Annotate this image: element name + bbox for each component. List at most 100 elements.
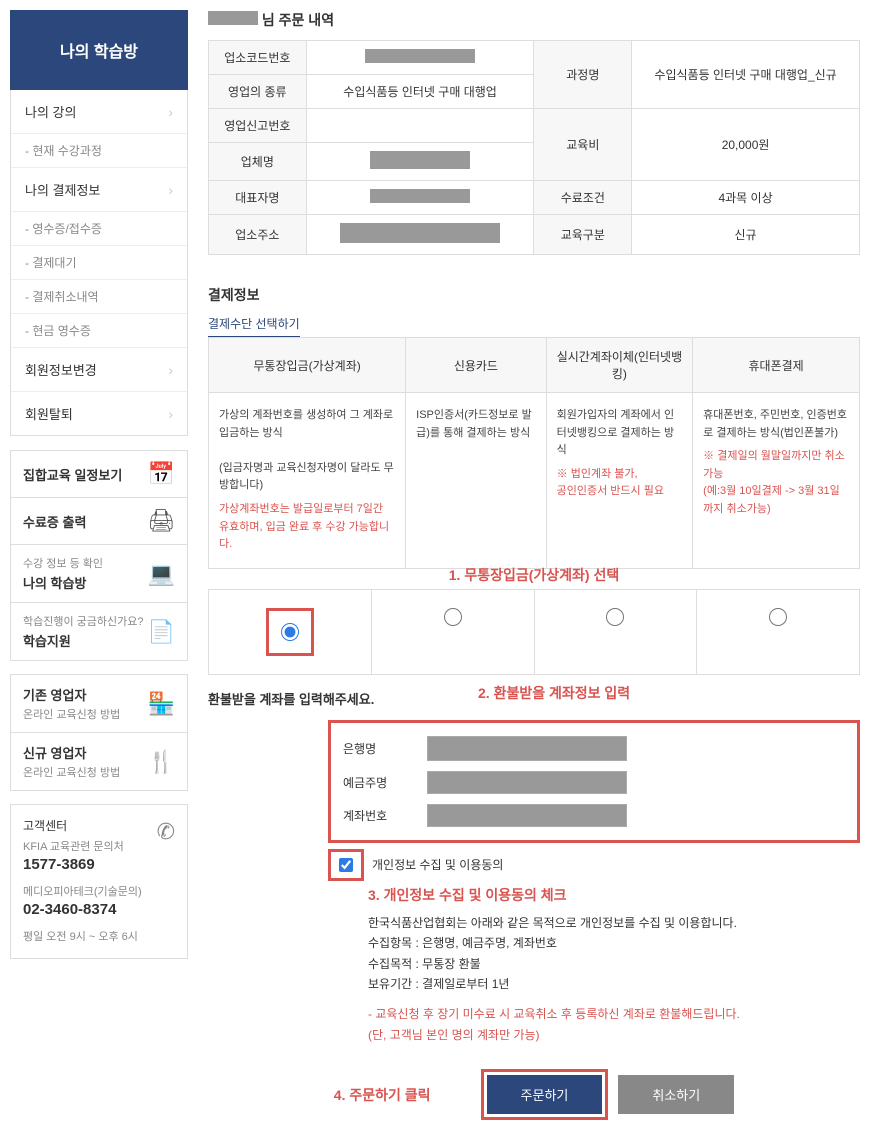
payment-subtitle: 결제수단 선택하기 (208, 315, 300, 337)
contact-phone: 1577-3869 (23, 856, 175, 873)
info-box-sublabel: 학습진행이 궁금하신가요? (23, 613, 144, 629)
radio-cell-3 (697, 589, 860, 674)
holder-input[interactable] (427, 771, 627, 794)
info-boxes: 집합교육 일정보기 📅 수료증 출력 🖨 수강 정보 등 확인 나의 학습방 💻… (10, 450, 188, 661)
refund-section: 환불받을 계좌를 입력해주세요. 2. 환불받을 계좌정보 입력 은행명 예금주… (208, 689, 860, 1045)
contact-title: 고객센터 (23, 817, 175, 834)
radio-cell-2 (534, 589, 697, 674)
info-box-label: 기존 영업자 (23, 685, 120, 704)
menu-label: 나의 강의 (25, 102, 76, 121)
shop-icon: 🏪 (148, 691, 175, 717)
submenu-current-course[interactable]: - 현재 수강과정 (11, 134, 187, 168)
consent-line: 보유기간 : 결제일로부터 1년 (368, 974, 860, 994)
info-box-new[interactable]: 신규 영업자 온라인 교육신청 방법 🍴 (10, 732, 188, 791)
monitor-icon: 💻 (148, 561, 175, 587)
sidebar-title: 나의 학습방 (10, 10, 188, 90)
menu-payment-info[interactable]: 나의 결제정보 › (11, 168, 187, 212)
info-box-sublabel: 온라인 교육신청 방법 (23, 764, 120, 780)
consent-label: 개인정보 수집 및 이용동의 (372, 856, 503, 873)
radio-bank-transfer[interactable] (281, 623, 299, 641)
submenu-receipt[interactable]: - 영수증/접수증 (11, 212, 187, 246)
td-rep (306, 181, 534, 215)
pm-cell-0: 가상의 계좌번호를 생성하여 그 계좌로 입금하는 방식 (입금자명과 교육신청… (209, 393, 406, 569)
submenu-pending[interactable]: - 결제대기 (11, 246, 187, 280)
th-company: 업체명 (209, 143, 307, 181)
menu-label: 회원탈퇴 (25, 404, 73, 423)
consent-row: 개인정보 수집 및 이용동의 (328, 849, 860, 881)
fork-knife-icon: 🍴 (148, 749, 175, 775)
menu-withdraw[interactable]: 회원탈퇴 › (11, 392, 187, 435)
pm-desc: 가상의 계좌번호를 생성하여 그 계좌로 입금하는 방식 (입금자명과 교육신청… (219, 407, 395, 495)
td-div: 신규 (632, 215, 860, 255)
info-box-label: 나의 학습방 (23, 573, 103, 592)
info-box-sublabel: 온라인 교육신청 방법 (23, 706, 120, 722)
document-icon: 📄 (148, 619, 175, 645)
menu-label: 나의 결제정보 (25, 180, 100, 199)
calendar-icon: 📅 (148, 461, 175, 487)
td-company (306, 143, 534, 181)
pm-cell-1: ISP인증서(카드정보로 발급)를 통해 결제하는 방식 (406, 393, 547, 569)
radio-cell-0 (209, 589, 372, 674)
pm-header-3: 휴대폰결제 (693, 338, 860, 393)
redacted-name (208, 11, 258, 25)
radio-credit-card[interactable] (444, 608, 462, 626)
info-box-certificate[interactable]: 수료증 출력 🖨 (10, 497, 188, 545)
pm-desc: 회원가입자의 계좌에서 인터넷뱅킹으로 결제하는 방식 (557, 407, 683, 460)
bank-select[interactable] (427, 736, 627, 761)
consent-info: 한국식품산업협회는 아래와 같은 목적으로 개인정보를 수집 및 이용합니다. … (368, 913, 860, 1045)
consent-checkbox[interactable] (339, 858, 353, 872)
step2-label: 2. 환불받을 계좌정보 입력 (478, 683, 630, 703)
td-code (306, 41, 534, 75)
chevron-right-icon: › (168, 104, 173, 120)
pm-warn: 가상계좌번호는 발급일로부터 7일간 유효하며, 입금 완료 후 수강 가능합니… (219, 501, 395, 554)
td-addr (306, 215, 534, 255)
contact-box: ✆ 고객센터 KFIA 교육관련 문의처 1577-3869 메디오피아테크(기… (10, 804, 188, 959)
step3-label: 3. 개인정보 수집 및 이용동의 체크 (368, 887, 567, 903)
info-box-my-room[interactable]: 수강 정보 등 확인 나의 학습방 💻 (10, 544, 188, 603)
pm-warn: ※ 법인계좌 불가, 공인인증서 반드시 필요 (557, 466, 683, 501)
refund-box: 은행명 예금주명 계좌번호 (328, 720, 860, 843)
bank-label: 은행명 (343, 740, 403, 757)
th-code: 업소코드번호 (209, 41, 307, 75)
pm-header-2: 실시간계좌이체(인터넷뱅킹) (546, 338, 693, 393)
radio-realtime[interactable] (606, 608, 624, 626)
sidebar-menu: 나의 강의 › - 현재 수강과정 나의 결제정보 › - 영수증/접수증 - … (10, 90, 188, 436)
consent-check-highlight (328, 849, 364, 881)
printer-icon: 🖨 (147, 508, 175, 534)
consent-line: 수집목적 : 무통장 환불 (368, 954, 860, 974)
submenu-cash-receipt[interactable]: - 현금 영수증 (11, 314, 187, 348)
order-button[interactable]: 주문하기 (487, 1075, 603, 1114)
info-box-schedule[interactable]: 집합교육 일정보기 📅 (10, 450, 188, 498)
th-type: 영업의 종류 (209, 75, 307, 109)
contact-sub2: 메디오피아테크(기술문의) (23, 883, 175, 899)
acct-input[interactable] (427, 804, 627, 827)
th-addr: 업소주소 (209, 215, 307, 255)
step4-label: 4. 주문하기 클릭 (334, 1085, 431, 1105)
acct-label: 계좌번호 (343, 807, 403, 824)
th-course: 과정명 (534, 41, 632, 109)
info-box-support[interactable]: 학습진행이 궁금하신가요? 학습지원 📄 (10, 602, 188, 661)
submenu-cancel-history[interactable]: - 결제취소내역 (11, 280, 187, 314)
contact-phone2: 02-3460-8374 (23, 901, 175, 918)
payment-radio-table (208, 589, 860, 675)
pm-header-1: 신용카드 (406, 338, 547, 393)
th-div: 교육구분 (534, 215, 632, 255)
radio-phone[interactable] (769, 608, 787, 626)
th-fee: 교육비 (534, 109, 632, 181)
refund-row-acct: 계좌번호 (343, 799, 845, 832)
pm-cell-2: 회원가입자의 계좌에서 인터넷뱅킹으로 결제하는 방식 ※ 법인계좌 불가, 공… (546, 393, 693, 569)
contact-hours: 평일 오전 9시 ~ 오후 6시 (23, 928, 175, 944)
sidebar: 나의 학습방 나의 강의 › - 현재 수강과정 나의 결제정보 › - 영수증… (10, 10, 188, 1120)
consent-line: 수집항목 : 은행명, 예금주명, 계좌번호 (368, 933, 860, 953)
radio-cell-1 (371, 589, 534, 674)
chevron-right-icon: › (168, 406, 173, 422)
info-box-existing[interactable]: 기존 영업자 온라인 교육신청 방법 🏪 (10, 674, 188, 733)
chevron-right-icon: › (168, 182, 173, 198)
menu-member-info[interactable]: 회원정보변경 › (11, 348, 187, 392)
step1-label: 1. 무통장입금(가상계좌) 선택 (449, 567, 619, 583)
payment-method-table: 무통장입금(가상계좌) 신용카드 실시간계좌이체(인터넷뱅킹) 휴대폰결제 가상… (208, 337, 860, 569)
order-info-table: 업소코드번호 과정명 수입식품등 인터넷 구매 대행업_신규 영업의 종류 수입… (208, 40, 860, 255)
menu-my-lectures[interactable]: 나의 강의 › (11, 90, 187, 134)
cancel-button[interactable]: 취소하기 (618, 1075, 734, 1114)
info-box-label: 집합교육 일정보기 (23, 465, 122, 484)
